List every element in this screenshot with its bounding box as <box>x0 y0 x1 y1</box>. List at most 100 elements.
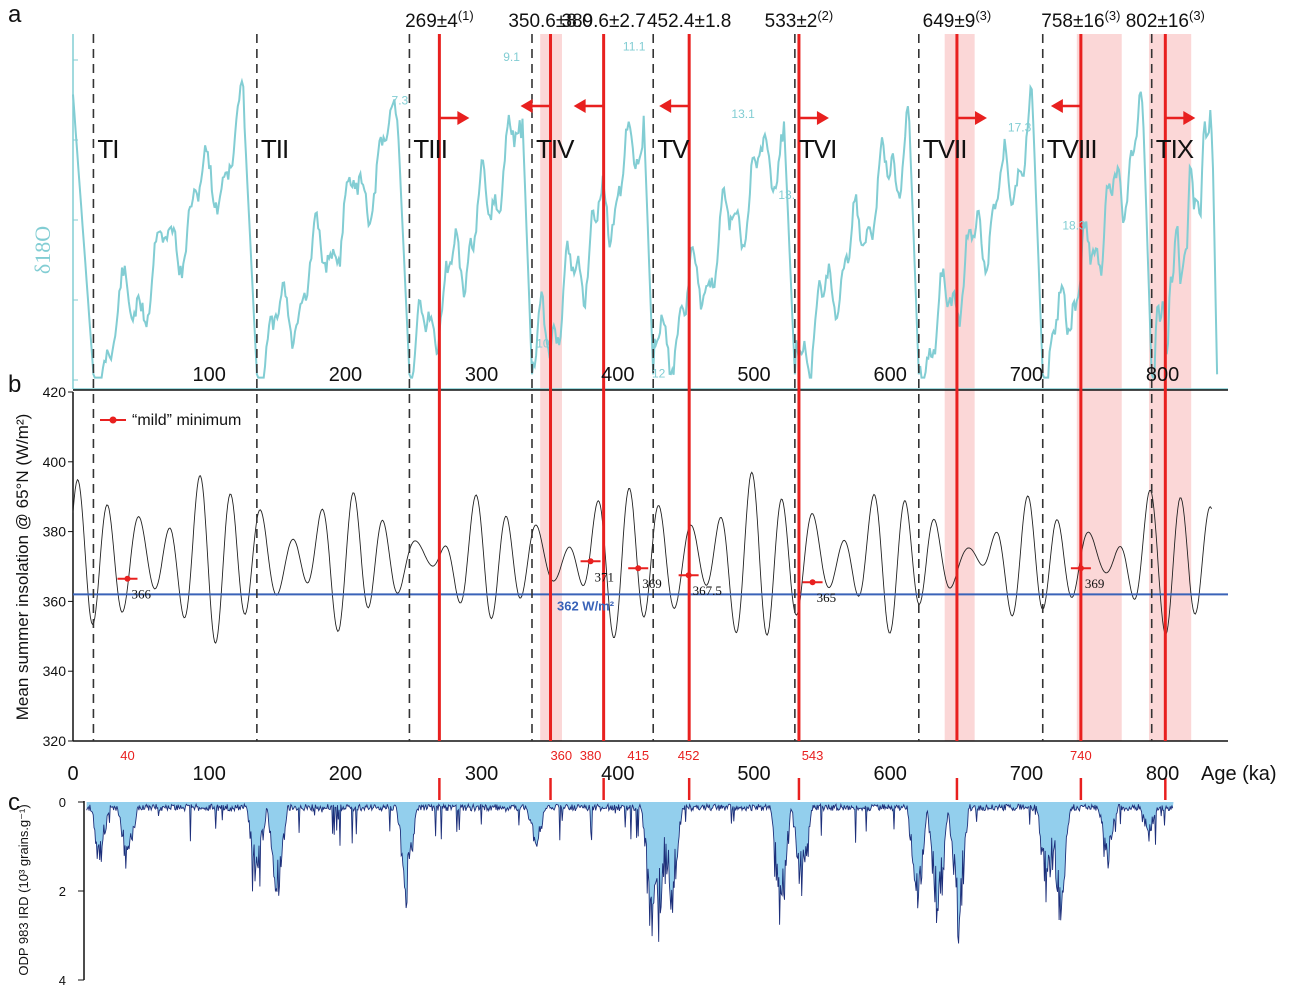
panel-label-a: a <box>8 1 22 28</box>
d18o-peak-annotation: 7.3 <box>392 94 409 108</box>
termination-label: TII <box>261 134 288 164</box>
termination-label: TI <box>97 134 118 164</box>
d18o-peak-annotation: 10 <box>536 336 550 350</box>
termination-date-label: 452.4±1.8 <box>647 11 731 32</box>
panel-b-y-tick-label: 380 <box>43 524 67 540</box>
shift-arrow-head <box>573 99 586 113</box>
panel-label-b: b <box>8 371 21 398</box>
panel-c-y-tick-label: 4 <box>59 973 66 988</box>
panel-b-x-tick-label: 0 <box>67 763 78 785</box>
panel-b-x-tick-label: 500 <box>737 763 770 785</box>
termination-date-ref: (3) <box>1189 8 1205 23</box>
d18o-peak-annotation: 12 <box>652 367 666 381</box>
termination-label: TVI <box>799 134 836 164</box>
panel-a-d18o <box>72 34 1228 390</box>
termination-date-label: 389.6±2.7 <box>561 11 645 32</box>
panel-a-x-tick-label: 300 <box>465 364 498 386</box>
d18o-peak-annotation: 13.1 <box>731 107 755 121</box>
panel-c-ird <box>78 801 1174 981</box>
mild-minimum-dot <box>635 565 642 572</box>
mild-minimum-label: 371 <box>595 569 615 584</box>
panel-b-x-tick-label: 700 <box>1010 763 1043 785</box>
legend-marker-dot <box>109 416 117 424</box>
shift-arrow-head <box>1050 99 1063 113</box>
red-age-label: 415 <box>627 748 649 763</box>
termination-date-label: 758±16(3) <box>1041 8 1120 32</box>
panel-a-x-tick-label: 500 <box>737 364 770 386</box>
ird-area-fill <box>86 802 1174 944</box>
insolation-series-line <box>72 471 1212 644</box>
termination-date-label: 350.6±8.0 <box>508 11 592 32</box>
termination-date-label: 649±9(3) <box>923 8 992 32</box>
mild-minimum-dot <box>809 579 816 586</box>
d18o-peak-annotation: 11.1 <box>623 40 646 54</box>
shift-arrow-head <box>659 99 672 113</box>
d18o-peak-annotation: 18.3 <box>1062 218 1086 232</box>
panel-a-x-tick-label: 700 <box>1010 364 1043 386</box>
red-age-label: 40 <box>120 748 134 763</box>
termination-label: TIII <box>413 134 447 164</box>
termination-date-ref: (1) <box>458 8 474 23</box>
termination-label: TIV <box>536 134 575 164</box>
panel-b-x-tick-label: 600 <box>874 763 907 785</box>
mild-minimum-dot <box>124 575 131 582</box>
d18o-peak-annotation: 17.3 <box>1008 121 1032 135</box>
shift-arrow-head <box>457 111 470 125</box>
panel-b-y-tick-label: 340 <box>43 663 67 679</box>
threshold-label: 362 W/m² <box>557 598 615 613</box>
panel-b-x-tick-label: 100 <box>193 763 226 785</box>
panel-c-y-tick-label: 0 <box>59 795 66 810</box>
termination-date-ref: (2) <box>817 8 833 23</box>
mild-minimum-dot <box>587 558 594 565</box>
d18o-peak-annotation: 13. <box>778 188 795 202</box>
termination-lines <box>92 34 1196 800</box>
panel-label-c: c <box>8 789 20 816</box>
shaded-bands <box>540 34 1192 741</box>
mild-minimum-label: 367.5 <box>693 583 722 598</box>
panel-a-x-tick-label: 100 <box>193 364 226 386</box>
panel-b-insolation <box>68 389 1228 742</box>
termination-date-label: 533±2(2) <box>765 8 834 32</box>
panel-b-y-tick-label: 420 <box>43 384 67 400</box>
panel-a-x-tick-label: 800 <box>1146 364 1179 386</box>
termination-label: TIX <box>1156 134 1194 164</box>
mild-minimum-label: 369 <box>1085 576 1105 591</box>
red-age-label: 740 <box>1070 748 1092 763</box>
panel-c-y-label: ODP 983 IRD (10³ grains.g⁻¹) <box>16 804 31 975</box>
d18o-peak-annotation: 9.1 <box>503 50 520 64</box>
red-age-label: 360 <box>550 748 572 763</box>
termination-date-ref: (3) <box>1105 8 1121 23</box>
termination-label: TVIII <box>1047 134 1097 164</box>
panel-b-y-tick-label: 360 <box>43 593 67 609</box>
termination-shaded-band <box>1076 34 1122 741</box>
panel-a-x-tick-label: 400 <box>601 364 634 386</box>
termination-shaded-band <box>944 34 975 741</box>
red-age-label: 543 <box>802 748 824 763</box>
panel-b-x-tick-label: 400 <box>601 763 634 785</box>
panel-b-y-label: Mean summer insolation @ 65°N (W/m²) <box>13 414 32 721</box>
mild-minimum-label: 369 <box>642 576 662 591</box>
termination-label: TVII <box>923 134 967 164</box>
termination-date-label: 802±16(3) <box>1126 8 1205 32</box>
shift-arrow-head <box>1183 111 1196 125</box>
termination-date-label: 269±4(1) <box>405 8 474 32</box>
panel-b-x-tick-label: 800 <box>1146 763 1179 785</box>
panel-b-x-label: Age (ka) <box>1201 763 1277 785</box>
termination-label: TV <box>657 134 690 164</box>
panel-a-x-tick-label: 600 <box>874 364 907 386</box>
termination-date-ref: (3) <box>975 8 991 23</box>
shift-arrow-head <box>520 99 533 113</box>
red-age-label: 380 <box>580 748 602 763</box>
mild-minimum-label: 366 <box>131 587 151 602</box>
shift-arrow-head <box>974 111 987 125</box>
panel-a-x-tick-label: 200 <box>329 364 362 386</box>
ird-series-line <box>86 802 1174 944</box>
panel-b-x-tick-label: 300 <box>465 763 498 785</box>
panel-b-y-tick-label: 400 <box>43 454 67 470</box>
shift-arrow-head <box>816 111 829 125</box>
termination-shaded-band <box>1148 34 1192 741</box>
panel-b-y-tick-label: 320 <box>43 733 67 749</box>
red-age-label: 452 <box>678 748 700 763</box>
